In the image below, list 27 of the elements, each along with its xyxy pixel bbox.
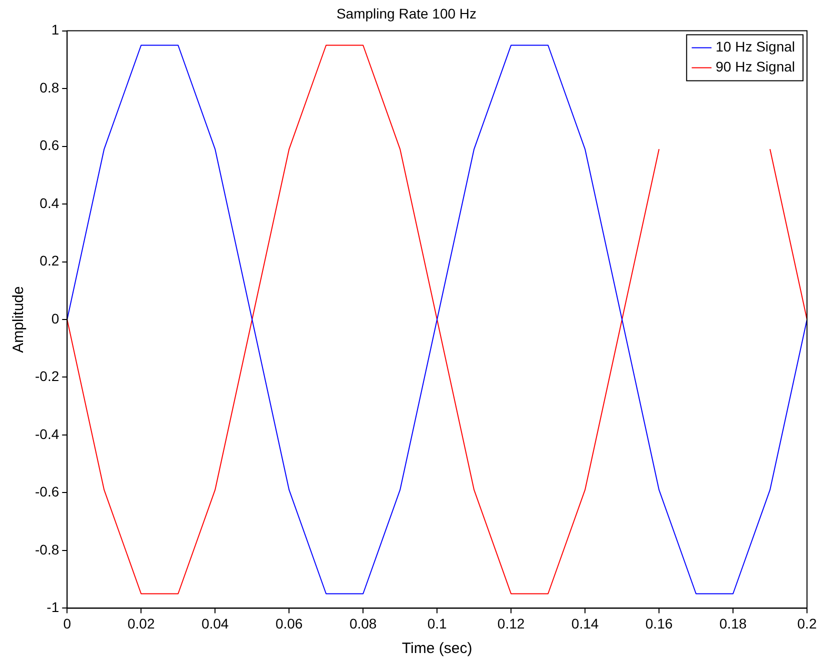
y-tick-label: 0.4 — [40, 194, 60, 211]
y-tick-label: -1 — [46, 599, 60, 616]
x-tick-label: 0.1 — [427, 615, 448, 632]
x-tick-label: 0.18 — [719, 615, 747, 632]
x-tick-label: 0.14 — [571, 615, 599, 632]
legend-label: 90 Hz Signal — [716, 58, 796, 75]
x-tick-label: 0.2 — [797, 615, 817, 632]
chart-title: Sampling Rate 100 Hz — [336, 5, 477, 22]
y-tick-label: 0.2 — [40, 252, 60, 269]
y-tick-label: -0.6 — [35, 484, 60, 500]
x-tick-label: 0.16 — [645, 615, 673, 632]
y-tick-label: -0.2 — [35, 368, 60, 384]
y-tick-label: 0.8 — [40, 79, 60, 96]
x-tick-label: 0.02 — [127, 615, 155, 632]
y-axis-title: Amplitude — [10, 286, 28, 353]
x-tick-label: 0.04 — [201, 615, 229, 632]
y-tick-label: 0 — [51, 310, 60, 326]
y-tick-label: 1 — [51, 22, 60, 38]
x-tick-label: 0.06 — [275, 615, 303, 632]
x-tick-label: 0.12 — [497, 615, 525, 632]
y-tick-label: -0.4 — [35, 426, 60, 442]
legend-label: 10 Hz Signal — [716, 38, 796, 55]
x-axis-title: Time (sec) — [402, 640, 472, 658]
x-tick-label: 0.08 — [349, 615, 377, 632]
x-tick-label: 0 — [63, 615, 72, 632]
y-tick-label: 0.6 — [40, 137, 60, 154]
y-tick-label: -0.8 — [35, 541, 60, 558]
